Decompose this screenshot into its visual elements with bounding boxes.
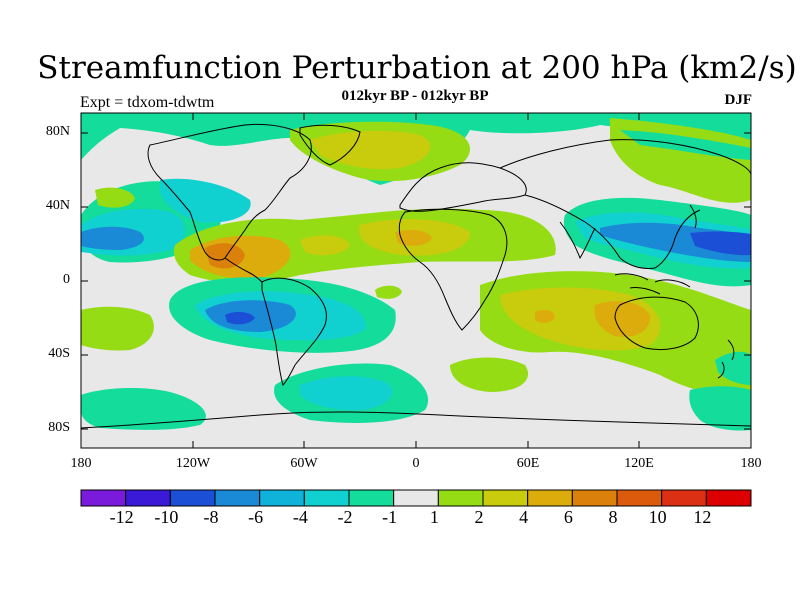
coastline [499,139,751,176]
lon-tick-marks [80,113,752,448]
coastline [398,208,508,331]
coastline [399,162,527,212]
colorbar-label: -8 [203,507,219,527]
coastline [81,411,751,429]
colorbar-swatch [661,489,707,507]
field-contour [95,187,135,208]
lat-label-80n: 80N [45,124,70,139]
lon-label-120e: 120E [624,456,654,471]
colorbar-swatch [303,489,350,507]
colorbar-label: 4 [519,507,529,527]
coastline [524,194,701,269]
colorbar-label: -1 [382,507,398,527]
lon-label-180e: 180 [740,456,762,471]
coastline [224,257,263,283]
coastline [559,221,596,260]
colorbar-swatch [348,489,395,507]
colorbar-swatch [214,489,261,507]
colorbar-label: -4 [292,507,308,527]
field-contour [81,388,206,430]
lat-label-80s: 80S [48,420,70,435]
field-contour [594,301,651,337]
colorbar-label: -10 [154,507,179,527]
map-field [81,113,751,448]
colorbar [80,489,752,507]
lat-tick-marks [81,132,751,430]
coastline [614,273,691,295]
colorbar-swatch [125,489,171,507]
lon-label-60w: 60W [290,456,318,471]
chart-title: Streamfunction Perturbation at 200 hPa (… [37,50,797,86]
lon-label-120w: 120W [175,456,211,471]
coastline [614,296,699,351]
field-contour [715,351,751,385]
colorbar-label: 2 [474,507,484,527]
coastline [689,204,697,229]
lat-label-0: 0 [63,272,70,287]
field-contour [300,235,350,256]
lon-label-60e: 60E [516,456,540,471]
colorbar-swatch [571,489,618,507]
lat-label-40n: 40N [45,198,70,213]
season-label: DJF [724,92,753,108]
field-contour [205,243,245,269]
experiment-label: Expt = tdxom-tdwtm [80,94,215,111]
field-contour [620,130,751,160]
colorbar-swatch [527,489,573,507]
colorbar-swatch [169,489,216,507]
lat-label-40s: 40S [48,346,70,361]
field-contour [160,178,251,223]
coastline [717,339,735,379]
coastline [299,124,361,166]
colorbar-swatch [393,489,439,507]
field-contour [535,310,555,323]
field-contour [689,386,751,431]
field-contour [375,285,402,299]
field-contour [395,230,432,246]
colorbar-label: -12 [109,507,134,527]
coastline [261,277,327,386]
field-contour [690,231,751,256]
chart-subtitle: 012kyr BP - 012kyr BP [341,88,489,104]
colorbar-label: 8 [608,507,618,527]
field-contour [300,376,393,411]
field-contour [450,357,529,392]
colorbar-swatch [437,489,484,507]
colorbar-swatch [259,489,305,507]
colorbar-label: 12 [693,507,712,527]
coastline [147,123,312,261]
colorbar-label: -6 [248,507,264,527]
lon-label-0: 0 [412,456,420,471]
colorbar-swatch [482,489,529,507]
colorbar-label: 6 [563,507,573,527]
colorbar-label: 10 [648,507,667,527]
colorbar-label: 1 [429,507,439,527]
field-contour [225,311,255,325]
colorbar-swatch [616,489,663,507]
colorbar-swatch [705,489,752,507]
colorbar-swatch [80,489,127,507]
lon-label-180w: 180 [70,456,92,471]
field-contour [81,306,154,351]
field-contour [81,226,144,250]
colorbar-label: -2 [337,507,353,527]
coastlines [81,123,751,429]
